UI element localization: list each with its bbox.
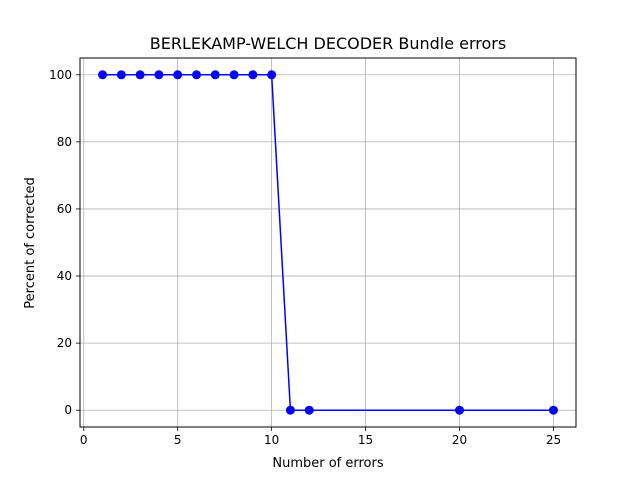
x-tick-label: 25 — [546, 433, 561, 447]
x-axis-label: Number of errors — [272, 456, 383, 471]
y-tick-label: 80 — [57, 135, 72, 149]
y-tick-label: 100 — [49, 68, 72, 82]
data-point — [229, 70, 239, 80]
y-axis-label: Percent of corrected — [23, 177, 38, 308]
plot-area — [80, 58, 576, 427]
y-tick-label: 20 — [57, 336, 72, 350]
x-tick-label: 15 — [358, 433, 373, 447]
data-point — [116, 70, 126, 80]
x-tick-label: 5 — [174, 433, 182, 447]
data-point — [173, 70, 183, 80]
data-point — [267, 70, 277, 80]
data-point — [285, 405, 295, 415]
data-point — [154, 70, 164, 80]
chart-title: BERLEKAMP-WELCH DECODER Bundle errors — [150, 34, 506, 53]
data-point — [304, 405, 314, 415]
data-point — [191, 70, 201, 80]
y-tick-label: 0 — [64, 403, 72, 417]
x-tick-label: 0 — [80, 433, 88, 447]
data-point — [455, 405, 465, 415]
data-point — [548, 405, 558, 415]
data-point — [98, 70, 108, 80]
data-point — [248, 70, 258, 80]
data-point — [135, 70, 145, 80]
y-tick-label: 40 — [57, 269, 72, 283]
data-point — [210, 70, 220, 80]
axes-frame — [79, 57, 577, 428]
x-tick-label: 20 — [452, 433, 467, 447]
y-tick-label: 60 — [57, 202, 72, 216]
x-tick-label: 10 — [264, 433, 279, 447]
